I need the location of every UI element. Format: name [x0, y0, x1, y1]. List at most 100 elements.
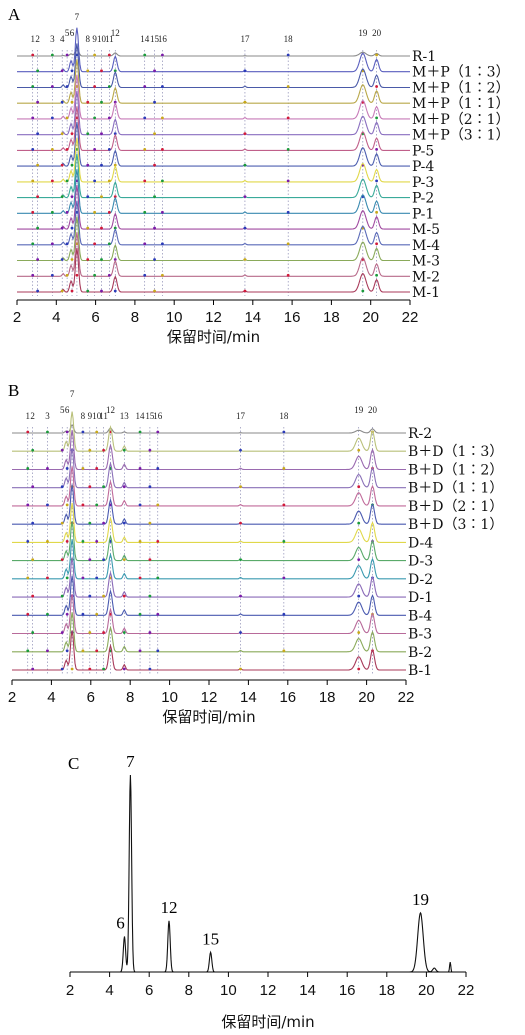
peak-marker-dot [148, 448, 152, 452]
peak-marker-dot [95, 576, 99, 580]
x-tick-label: 4 [47, 689, 55, 706]
trace-label: P-2 [412, 191, 434, 207]
chromatogram-trace [17, 45, 410, 57]
peak-marker-dot [31, 667, 35, 671]
peak-marker-dot [60, 667, 64, 671]
peak-marker-dot [81, 467, 85, 470]
chromatogram-trace [17, 106, 410, 151]
peak-marker-dot [143, 273, 147, 277]
peak-marker-dot [36, 163, 40, 167]
peak-marker-dot [95, 539, 99, 543]
peak-marker-dot [100, 132, 103, 136]
peak-marker-dot [161, 242, 164, 246]
peak-marker-dot [93, 116, 97, 120]
peak-marker-dot [153, 289, 156, 293]
trace-label: M＋P（3∶1） [412, 128, 510, 144]
x-tick-label: 20 [362, 309, 379, 326]
x-tick-label: 10 [161, 689, 178, 706]
peak-marker-dot [70, 132, 74, 136]
peak-marker-dot [26, 467, 30, 470]
peak-number-label: 4 [60, 34, 65, 44]
chromatogram-trace [12, 593, 406, 635]
chromatogram-trace [12, 423, 406, 434]
peak-marker-dot [31, 521, 35, 525]
peak-marker-dot [161, 148, 164, 151]
peak-marker-dot [100, 69, 103, 73]
x-tick-label: 14 [240, 689, 257, 706]
peak-number-label: 3 [50, 34, 55, 44]
peak-marker-dot [138, 649, 142, 653]
peak-marker-dot [65, 430, 69, 434]
chromatogram-trace [17, 122, 410, 167]
peak-marker-dot [88, 485, 92, 489]
peak-number-label: 6 [70, 28, 75, 38]
peak-marker-dot [138, 612, 142, 616]
peak-marker-dot [31, 210, 35, 214]
peak-marker-dot [375, 242, 378, 246]
peak-marker-dot [65, 539, 69, 543]
peak-marker-dot [31, 85, 35, 88]
trace-label: D-1 [408, 590, 433, 606]
peak-marker-dot [282, 503, 286, 507]
peak-marker-dot [65, 85, 69, 88]
peak-marker-dot [100, 100, 103, 104]
chromatogram-trace [17, 169, 410, 214]
peak-marker-dot [31, 448, 35, 452]
x-tick-label: 8 [131, 309, 139, 326]
trace-label: B＋D（1∶1） [408, 481, 503, 497]
peak-marker-dot [148, 594, 152, 598]
trace-label: R-2 [408, 426, 432, 442]
x-tick-label: 6 [91, 309, 99, 326]
peak-marker-dot [60, 558, 64, 562]
peak-number-label: 8 [85, 34, 90, 44]
x-tick-label: 18 [378, 982, 395, 999]
peak-marker-dot [60, 448, 64, 452]
peak-marker-dot [357, 521, 361, 525]
peak-marker-dot [86, 226, 90, 230]
peak-marker-dot [156, 576, 160, 580]
peak-marker-dot [81, 649, 85, 653]
peak-marker-dot [282, 539, 286, 543]
peak-marker-dot [107, 273, 111, 277]
peak-number-label: 20 [372, 28, 382, 38]
peak-number-label: 14 [140, 34, 150, 44]
peak-marker-dot [36, 69, 40, 73]
peak-marker-dot [161, 116, 164, 120]
panel-letter-b: B [8, 381, 19, 400]
peak-marker-dot [26, 576, 30, 580]
peak-marker-dot [148, 485, 152, 489]
peak-number-label: 17 [236, 411, 246, 421]
peak-marker-dot [65, 467, 69, 470]
peak-marker-dot [153, 69, 156, 73]
chromatogram-trace [12, 448, 406, 489]
peak-marker-dot [286, 85, 290, 88]
peak-marker-dot [31, 53, 35, 57]
chromatogram-trace [12, 630, 406, 671]
trace-label: B＋D（1∶2） [408, 462, 503, 478]
x-tick-label: 6 [87, 689, 95, 706]
peak-marker-dot [95, 467, 99, 470]
peak-marker-dot [26, 612, 30, 616]
chromatogram-trace [12, 411, 406, 452]
peak-number-label: 19 [358, 28, 368, 38]
peak-marker-dot [88, 558, 92, 562]
peak-marker-dot [102, 631, 106, 634]
x-tick-label: 10 [220, 982, 237, 999]
peak-marker-dot [286, 148, 290, 151]
peak-marker-dot [36, 289, 40, 293]
peak-marker-dot [243, 289, 247, 293]
peak-marker-dot [65, 210, 69, 214]
peak-marker-dot [239, 448, 242, 452]
trace-label: B＋D（1∶3） [408, 444, 503, 460]
x-tick-label: 4 [52, 309, 60, 326]
trace-label: B-1 [408, 663, 432, 679]
x-tick-label: 2 [66, 982, 74, 999]
x-tick-label: 6 [145, 982, 153, 999]
peak-marker-dot [113, 132, 117, 136]
trace-label: B＋D（3∶1） [408, 517, 503, 533]
x-tick-label: 18 [323, 309, 340, 326]
peak-marker-dot [282, 467, 286, 470]
peak-marker-dot [50, 85, 54, 88]
